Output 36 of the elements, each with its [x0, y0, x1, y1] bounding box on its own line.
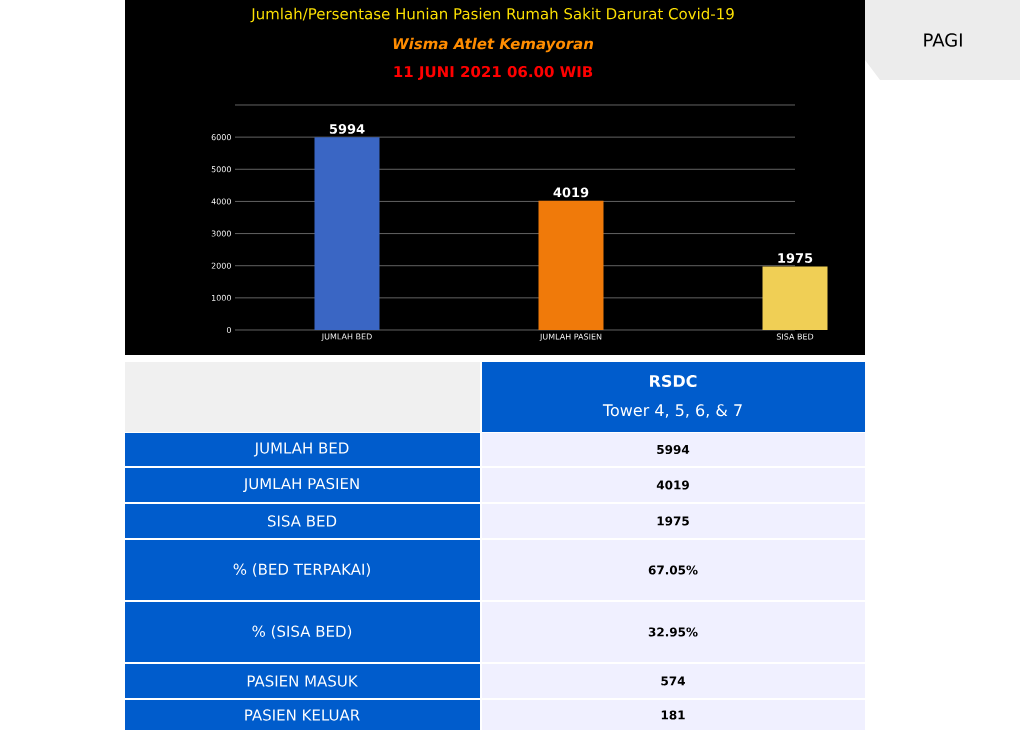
text: JUMLAH PASIEN — [243, 477, 359, 493]
data-label: 1975 — [778, 253, 813, 263]
text: 5994 — [657, 444, 690, 455]
y-tick-label: 4000 — [211, 198, 231, 205]
text: JUMLAH BED — [253, 442, 349, 457]
text: PASIEN MASUK — [247, 675, 358, 687]
text: 67.05% — [648, 565, 698, 575]
text: % (SISA BED) — [252, 625, 352, 639]
bar — [314, 137, 380, 330]
text: SISA BED — [267, 515, 337, 527]
y-tick-label: 3000 — [211, 230, 231, 237]
text: 1975 — [657, 516, 689, 526]
y-tick-label: 1000 — [211, 294, 231, 301]
text: 4019 — [656, 480, 689, 490]
data-label: 4019 — [553, 187, 589, 198]
y-tick-label: 5000 — [211, 166, 231, 173]
bar — [538, 200, 604, 330]
text: % (BED TERPAKAI) — [233, 563, 370, 577]
x-tick-label: JUMLAH BED — [321, 333, 372, 341]
y-tick-label: 6000 — [211, 134, 231, 141]
text: Tower 4, 5, 6, & 7 — [602, 404, 742, 418]
text: PASIEN KELUAR — [245, 709, 360, 721]
text: 11 JUNI 2021 06.00 WIB — [394, 65, 593, 81]
y-tick-label: 2000 — [211, 262, 231, 269]
text: 574 — [661, 676, 685, 686]
text: 181 — [661, 710, 685, 720]
text: PAGI — [924, 33, 962, 47]
chart-title: Jumlah/Persentase Hunian Pasien Rumah Sakit Darurat Covid-19 — [250, 7, 734, 23]
data-label: 5994 — [329, 123, 365, 134]
x-tick-label: JUMLAH PASIEN — [539, 333, 602, 342]
chart-subtitle: Wisma Atlet Kemayoran — [393, 37, 594, 53]
y-tick-label: 0 — [226, 326, 231, 334]
text: RSDC — [650, 374, 697, 388]
bar — [762, 266, 828, 330]
x-tick-label: SISA BED — [776, 333, 814, 340]
text: 32.95% — [648, 627, 698, 637]
